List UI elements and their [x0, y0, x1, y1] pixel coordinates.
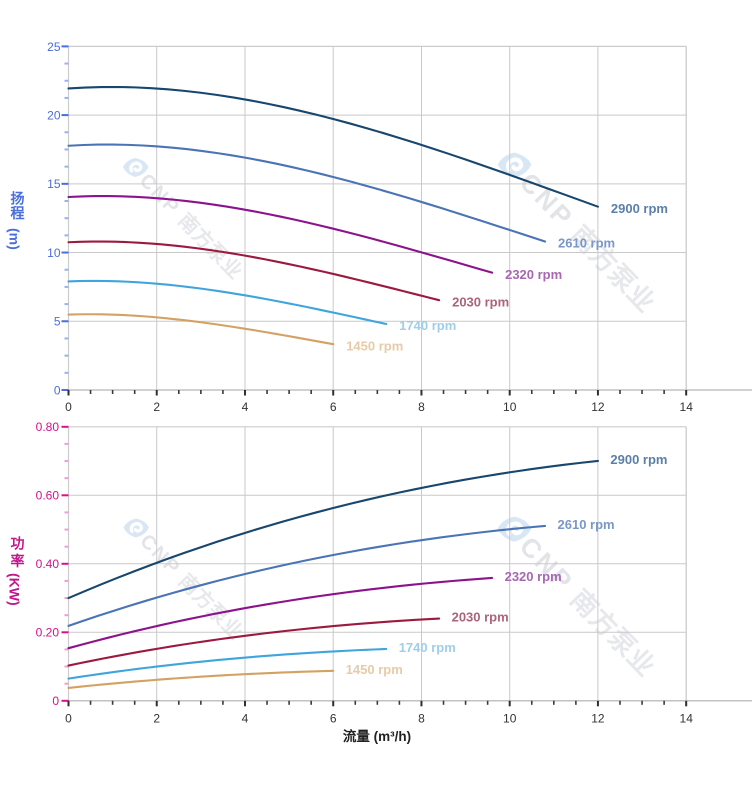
- svg-text:10: 10: [47, 246, 61, 260]
- svg-text:(KW): (KW): [7, 573, 23, 606]
- svg-text:2610 rpm: 2610 rpm: [558, 236, 615, 251]
- svg-text:2610 rpm: 2610 rpm: [558, 517, 615, 532]
- svg-text:14: 14: [680, 712, 694, 726]
- svg-text:0.40: 0.40: [36, 557, 60, 571]
- svg-text:1450 rpm: 1450 rpm: [346, 662, 403, 677]
- svg-text:6: 6: [330, 400, 337, 414]
- svg-text:0.20: 0.20: [36, 626, 60, 640]
- svg-text:8: 8: [418, 400, 425, 414]
- svg-text:0: 0: [65, 712, 72, 726]
- svg-text:2900 rpm: 2900 rpm: [610, 452, 667, 467]
- svg-text:流量 (m³/h): 流量 (m³/h): [343, 728, 411, 744]
- svg-text:2900 rpm: 2900 rpm: [611, 201, 668, 216]
- svg-text:4: 4: [242, 712, 249, 726]
- svg-text:25: 25: [47, 40, 61, 54]
- svg-text:20: 20: [47, 108, 61, 122]
- svg-text:率: 率: [11, 553, 25, 569]
- svg-text:1450 rpm: 1450 rpm: [346, 338, 403, 353]
- svg-text:2320 rpm: 2320 rpm: [505, 267, 562, 282]
- svg-text:2030 rpm: 2030 rpm: [452, 610, 509, 625]
- svg-text:功: 功: [11, 536, 25, 552]
- svg-text:12: 12: [591, 400, 605, 414]
- svg-text:2320 rpm: 2320 rpm: [505, 569, 562, 584]
- svg-text:0: 0: [52, 694, 59, 708]
- svg-text:0.60: 0.60: [36, 489, 60, 503]
- svg-text:12: 12: [591, 712, 605, 726]
- svg-text:8: 8: [418, 712, 425, 726]
- svg-text:(m): (m): [7, 228, 23, 250]
- svg-text:10: 10: [503, 712, 517, 726]
- svg-text:扬: 扬: [11, 191, 25, 207]
- svg-text:1740 rpm: 1740 rpm: [399, 640, 456, 655]
- svg-text:10: 10: [503, 400, 517, 414]
- svg-text:15: 15: [47, 177, 61, 191]
- svg-text:1740 rpm: 1740 rpm: [399, 318, 456, 333]
- svg-text:4: 4: [242, 400, 249, 414]
- svg-text:14: 14: [680, 400, 694, 414]
- svg-text:0.80: 0.80: [36, 420, 60, 434]
- svg-text:6: 6: [330, 712, 337, 726]
- svg-text:5: 5: [54, 315, 61, 329]
- svg-text:2030 rpm: 2030 rpm: [452, 294, 509, 309]
- svg-text:0: 0: [54, 383, 61, 397]
- svg-text:2: 2: [153, 712, 160, 726]
- svg-text:2: 2: [153, 400, 160, 414]
- svg-text:0: 0: [65, 400, 72, 414]
- svg-text:程: 程: [11, 205, 25, 221]
